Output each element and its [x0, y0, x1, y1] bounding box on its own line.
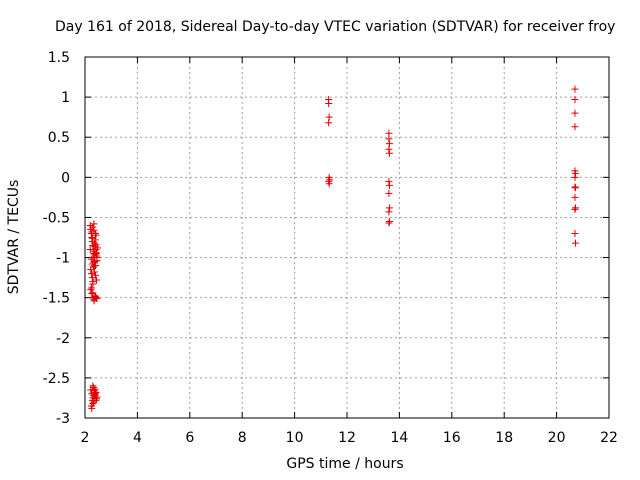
data-point [385, 149, 393, 157]
x-tick-label: 16 [443, 430, 461, 446]
data-point [571, 229, 579, 237]
x-tick-label: 4 [133, 430, 142, 446]
data-point [571, 169, 579, 177]
data-point [325, 180, 333, 188]
y-tick-label: 0 [61, 170, 70, 186]
data-point [88, 404, 96, 412]
data-point [93, 393, 101, 401]
data-point [88, 270, 96, 278]
chart-title: Day 161 of 2018, Sidereal Day-to-day VTE… [55, 19, 616, 35]
data-point [89, 289, 97, 297]
y-tick-label: 0.5 [48, 130, 70, 146]
data-point [571, 193, 579, 201]
data-point [89, 400, 97, 408]
x-tick-label: 18 [495, 430, 513, 446]
data-point [571, 205, 579, 213]
x-tick-label: 14 [390, 430, 408, 446]
data-point [91, 242, 99, 250]
y-tick-label: 1.5 [48, 50, 70, 66]
data-point [90, 262, 98, 270]
data-points [86, 85, 579, 412]
data-point [325, 100, 333, 108]
x-axis-label: GPS time / hours [286, 456, 404, 472]
x-tick-label: 2 [81, 430, 90, 446]
y-tick-label: 1 [61, 90, 70, 106]
data-point [93, 257, 101, 265]
data-point [571, 96, 579, 104]
data-point [385, 208, 393, 216]
data-point [92, 246, 100, 254]
data-point [325, 113, 333, 121]
data-point [571, 85, 579, 93]
data-point [88, 284, 96, 292]
data-point [91, 390, 99, 398]
y-tick-label: -2.5 [43, 371, 70, 387]
data-point [385, 189, 393, 197]
data-point [90, 389, 98, 397]
y-tick-labels: 1.5 1 0.5 0 -0.5 -1 -1.5 -2 -2.5 -3 [43, 50, 70, 427]
data-point [326, 176, 334, 184]
x-tick-labels: 2 4 6 8 10 12 14 16 18 20 22 [81, 430, 618, 446]
data-point [571, 184, 579, 192]
data-point [90, 258, 98, 266]
data-point [89, 280, 97, 288]
data-point [92, 231, 100, 239]
data-point [91, 293, 99, 301]
data-point [93, 294, 101, 302]
x-tick-label: 12 [338, 430, 356, 446]
data-point [571, 239, 579, 247]
data-point [571, 109, 579, 117]
data-point [89, 223, 97, 231]
data-point [89, 384, 97, 392]
data-point [91, 229, 99, 237]
y-tick-label: -2 [56, 331, 70, 347]
x-tick-label: 22 [600, 430, 618, 446]
axis-ticks [84, 56, 610, 419]
data-point [385, 140, 393, 148]
data-point [89, 382, 97, 390]
data-point [91, 271, 99, 279]
data-point [571, 123, 579, 131]
grid-lines [85, 57, 609, 418]
data-point [89, 263, 97, 271]
data-point [385, 219, 393, 227]
y-tick-label: -1 [56, 251, 70, 267]
data-point [325, 119, 333, 127]
data-point [385, 177, 393, 185]
data-point [90, 226, 98, 234]
y-tick-label: -1.5 [43, 291, 70, 307]
data-point [385, 145, 393, 153]
data-point [91, 250, 99, 258]
y-tick-label: -3 [56, 411, 70, 427]
data-point [385, 204, 393, 212]
data-point [571, 204, 579, 212]
data-point [571, 183, 579, 191]
data-point [93, 276, 101, 284]
data-point [385, 217, 393, 225]
data-point [90, 220, 98, 228]
data-point [385, 135, 393, 143]
x-tick-label: 8 [238, 430, 247, 446]
data-point [571, 173, 579, 181]
data-point [90, 239, 98, 247]
x-tick-label: 20 [548, 430, 566, 446]
data-point [385, 181, 393, 189]
data-point [90, 268, 98, 276]
data-point [88, 234, 96, 242]
data-point [92, 396, 100, 404]
y-tick-label: -0.5 [43, 210, 70, 226]
x-tick-label: 10 [286, 430, 304, 446]
data-point [91, 236, 99, 244]
x-tick-label: 6 [185, 430, 194, 446]
